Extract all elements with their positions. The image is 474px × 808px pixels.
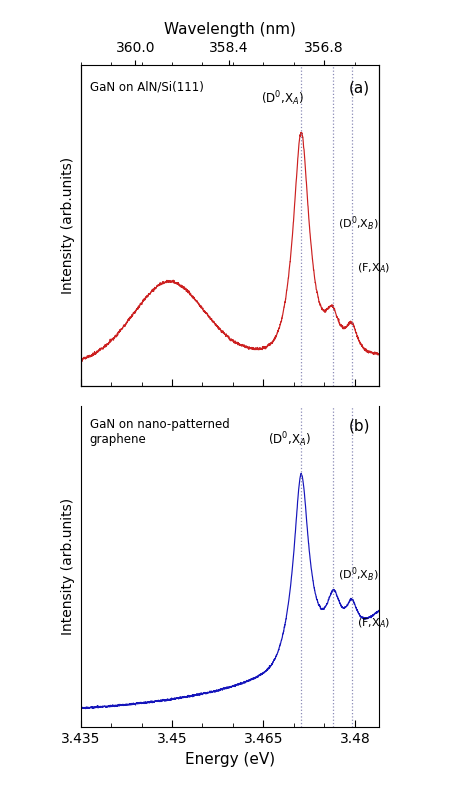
Text: GaN on nano-patterned
graphene: GaN on nano-patterned graphene: [90, 419, 229, 447]
Text: (a): (a): [349, 81, 370, 95]
Text: (D$^0$,X$_B$): (D$^0$,X$_B$): [338, 566, 379, 584]
Text: GaN on AlN/Si(111): GaN on AlN/Si(111): [90, 81, 203, 94]
Text: (F,X$_A$): (F,X$_A$): [356, 261, 390, 275]
X-axis label: Wavelength (nm): Wavelength (nm): [164, 22, 296, 37]
Y-axis label: Intensity (arb.units): Intensity (arb.units): [61, 498, 75, 635]
Text: (D$^0$,X$_A$): (D$^0$,X$_A$): [268, 431, 310, 449]
X-axis label: Energy (eV): Energy (eV): [185, 751, 275, 767]
Text: (F,X$_A$): (F,X$_A$): [356, 617, 390, 630]
Y-axis label: Intensity (arb.units): Intensity (arb.units): [61, 157, 75, 294]
Text: (D$^0$,X$_A$): (D$^0$,X$_A$): [262, 90, 304, 108]
Text: (b): (b): [349, 419, 370, 433]
Text: (D$^0$,X$_B$): (D$^0$,X$_B$): [338, 215, 379, 234]
